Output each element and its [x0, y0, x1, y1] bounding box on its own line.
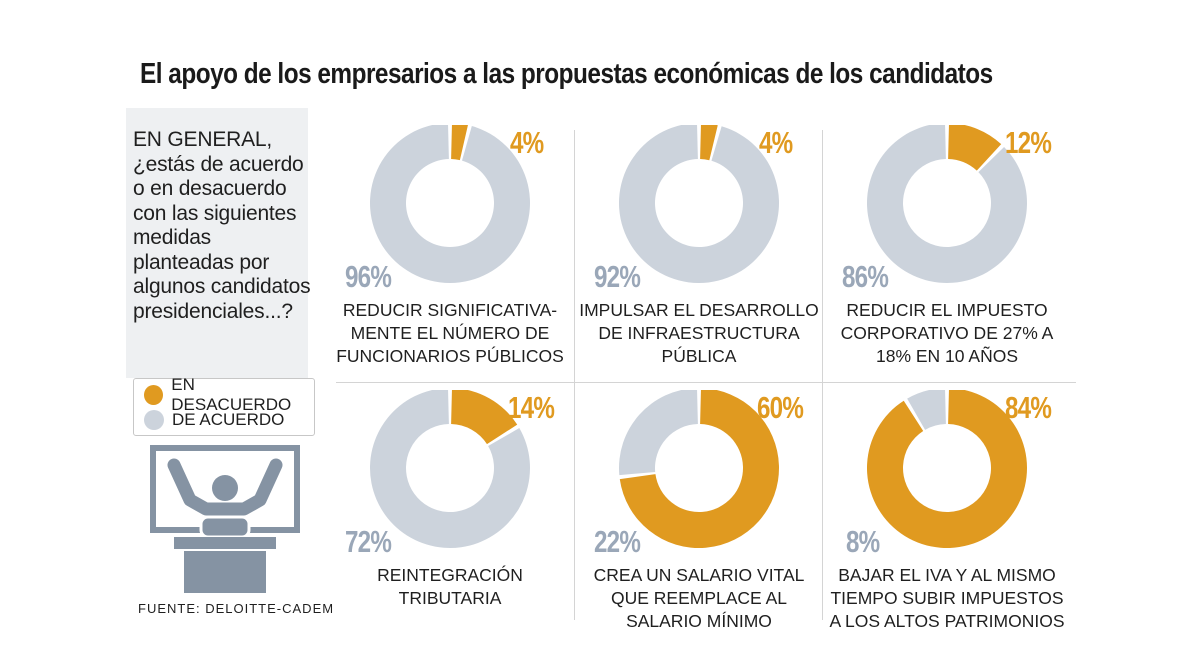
donut-svg	[619, 390, 779, 548]
donut-svg	[867, 390, 1027, 548]
slice-disagree	[451, 390, 518, 445]
donut-svg	[867, 125, 1027, 283]
donut-chart-3: 12% 86% REDUCIR EL IMPUESTO CORPORATIVO DE…	[822, 125, 1072, 375]
measure-label: CREA UN SALARIO VITAL QUE REEMPLACE AL S…	[593, 565, 805, 631]
donut-svg	[370, 125, 530, 283]
donut-chart-2: 4% 92% IMPULSAR EL DESARROLLO DE INFRAESTR…	[574, 125, 824, 375]
label-agree: 86%	[842, 259, 889, 294]
label-agree: 96%	[345, 259, 392, 294]
slice-agree	[619, 125, 780, 283]
label-disagree: 84%	[1005, 390, 1052, 425]
legend-swatch-agree	[144, 410, 164, 430]
legend-label-disagree: EN DESACUERDO	[171, 375, 292, 414]
label-disagree: 14%	[508, 390, 555, 425]
person-at-podium-icon	[150, 445, 300, 593]
label-disagree: 12%	[1005, 125, 1052, 160]
measure-label: REDUCIR SIGNIFICATIVA- MENTE EL NÚMERO D…	[336, 300, 564, 366]
slice-disagree	[867, 390, 1027, 548]
divider-vertical-1	[574, 130, 575, 620]
slice-agree	[370, 125, 530, 283]
label-disagree: 60%	[757, 390, 804, 425]
slice-disagree	[619, 390, 779, 548]
measure-label: BAJAR EL IVA Y AL MISMO TIEMPO SUBIR IMP…	[829, 565, 1065, 631]
legend-item-disagree: EN DESACUERDO	[144, 375, 314, 414]
slice-disagree	[451, 125, 468, 161]
label-agree: 72%	[345, 524, 392, 559]
legend-swatch-disagree	[144, 385, 164, 405]
legend: EN DESACUERDO DE ACUERDO	[133, 375, 315, 436]
donut-svg	[619, 125, 780, 283]
donut-chart-6: 84% 8% BAJAR EL IVA Y AL MISMO TIEMPO SUBI…	[822, 390, 1072, 640]
survey-question: EN GENERAL, ¿estás de acuerdo o en desac…	[133, 128, 311, 323]
legend-label-agree: DE ACUERDO	[172, 410, 285, 429]
source-note: FUENTE: DELOITTE-CADEM	[138, 601, 335, 616]
measure-label: REDUCIR EL IMPUESTO CORPORATIVO DE 27% A…	[840, 300, 1054, 366]
measure-label: REINTEGRACIÓN TRIBUTARIA	[377, 565, 523, 608]
label-disagree: 4%	[759, 125, 793, 160]
label-disagree: 4%	[510, 125, 544, 160]
label-agree: 22%	[594, 524, 641, 559]
label-agree: 92%	[594, 259, 641, 294]
donut-chart-4: 14% 72% REINTEGRACIÓN TRIBUTARIA	[325, 390, 575, 640]
slice-disagree	[700, 125, 718, 161]
legend-item-agree: DE ACUERDO	[144, 408, 284, 432]
slice-agree	[370, 390, 530, 548]
slice-disagree	[948, 125, 1002, 171]
donut-chart-1: 4% 96% REDUCIR SIGNIFICATIVA- MENTE EL NÚM…	[325, 125, 575, 375]
divider-horizontal	[336, 382, 1076, 383]
label-agree: 8%	[846, 524, 880, 559]
slice-agree	[867, 125, 1027, 283]
chart-title: El apoyo de los empresarios a las propue…	[140, 58, 993, 90]
donut-chart-5: 60% 22% CREA UN SALARIO VITAL QUE REEMPLAC…	[574, 390, 824, 640]
divider-vertical-2	[822, 130, 823, 620]
donut-svg	[370, 390, 530, 548]
slice-agree	[619, 390, 698, 476]
slice-agree	[907, 390, 946, 430]
question-panel	[126, 108, 308, 378]
measure-label: IMPULSAR EL DESARROLLO DE INFRAESTRUCTUR…	[579, 300, 819, 366]
